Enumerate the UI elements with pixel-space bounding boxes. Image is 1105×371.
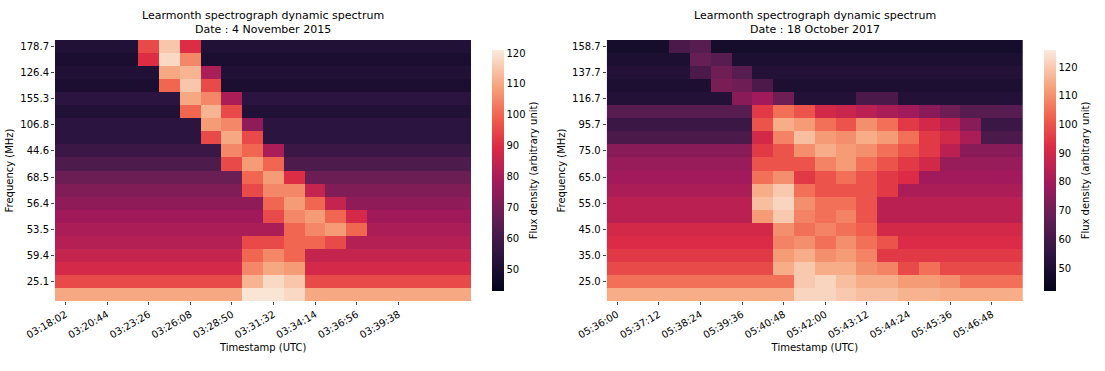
svg-text:03:34:14: 03:34:14 xyxy=(274,309,318,341)
svg-text:05:42:00: 05:42:00 xyxy=(784,309,828,341)
svg-text:03:23:26: 03:23:26 xyxy=(108,309,152,341)
svg-text:45.0: 45.0 xyxy=(578,224,600,235)
svg-text:Learmonth spectrograph dynamic: Learmonth spectrograph dynamic spectrumD… xyxy=(694,9,936,36)
svg-text:05:36:00: 05:36:00 xyxy=(576,309,620,341)
svg-text:90: 90 xyxy=(507,140,520,151)
svg-text:03:36:56: 03:36:56 xyxy=(316,309,360,341)
svg-text:70: 70 xyxy=(507,202,520,213)
svg-text:68.5: 68.5 xyxy=(27,172,49,183)
svg-text:Frequency (MHz): Frequency (MHz) xyxy=(4,128,15,212)
svg-text:155.3: 155.3 xyxy=(20,93,49,104)
svg-text:70: 70 xyxy=(1059,205,1072,216)
svg-text:55.0: 55.0 xyxy=(578,198,600,209)
svg-text:05:46:48: 05:46:48 xyxy=(951,309,995,341)
svg-text:178.7: 178.7 xyxy=(20,41,49,52)
svg-text:126.4: 126.4 xyxy=(20,67,49,78)
svg-text:120: 120 xyxy=(507,48,526,59)
svg-text:75.0: 75.0 xyxy=(578,145,600,156)
svg-text:100: 100 xyxy=(507,109,526,120)
svg-text:03:26:08: 03:26:08 xyxy=(149,309,193,341)
svg-text:56.4: 56.4 xyxy=(27,198,49,209)
svg-text:25.0: 25.0 xyxy=(578,276,600,287)
svg-text:Timestamp (UTC): Timestamp (UTC) xyxy=(771,342,859,353)
svg-text:Timestamp (UTC): Timestamp (UTC) xyxy=(219,342,307,353)
svg-text:05:45:36: 05:45:36 xyxy=(909,309,953,341)
svg-text:44.6: 44.6 xyxy=(27,145,49,156)
svg-text:05:39:36: 05:39:36 xyxy=(701,309,745,341)
svg-text:03:20:44: 03:20:44 xyxy=(66,309,110,341)
svg-text:59.4: 59.4 xyxy=(27,250,49,261)
svg-text:50: 50 xyxy=(507,264,520,275)
svg-text:110: 110 xyxy=(1059,90,1078,101)
svg-text:03:28:50: 03:28:50 xyxy=(191,309,235,341)
svg-text:Flux density (arbitrary unit): Flux density (arbitrary unit) xyxy=(1080,102,1091,240)
svg-text:90: 90 xyxy=(1059,148,1072,159)
svg-text:03:18:02: 03:18:02 xyxy=(25,309,69,341)
svg-text:25.1: 25.1 xyxy=(27,276,49,287)
svg-text:80: 80 xyxy=(1059,176,1072,187)
svg-text:120: 120 xyxy=(1059,62,1078,73)
svg-text:110: 110 xyxy=(507,78,526,89)
svg-text:116.7: 116.7 xyxy=(572,93,601,104)
svg-text:Frequency (MHz): Frequency (MHz) xyxy=(556,128,567,212)
svg-text:95.7: 95.7 xyxy=(578,119,600,130)
svg-text:05:38:24: 05:38:24 xyxy=(660,309,704,341)
svg-text:53.5: 53.5 xyxy=(27,224,49,235)
svg-text:05:43:12: 05:43:12 xyxy=(826,309,870,341)
svg-text:60: 60 xyxy=(1059,234,1072,245)
svg-text:35.0: 35.0 xyxy=(578,250,600,261)
svg-text:05:37:12: 05:37:12 xyxy=(618,309,662,341)
svg-text:03:39:38: 03:39:38 xyxy=(358,309,402,341)
svg-text:65.0: 65.0 xyxy=(578,172,600,183)
svg-text:Flux density (arbitrary unit): Flux density (arbitrary unit) xyxy=(528,102,539,240)
svg-text:05:40:48: 05:40:48 xyxy=(743,309,787,341)
svg-text:158.7: 158.7 xyxy=(572,41,601,52)
svg-text:60: 60 xyxy=(507,233,520,244)
svg-text:Learmonth spectrograph dynamic: Learmonth spectrograph dynamic spectrumD… xyxy=(142,9,384,36)
svg-text:100: 100 xyxy=(1059,119,1078,130)
svg-text:50: 50 xyxy=(1059,263,1072,274)
svg-text:80: 80 xyxy=(507,171,520,182)
svg-text:106.8: 106.8 xyxy=(20,119,49,130)
svg-text:03:31:32: 03:31:32 xyxy=(233,309,277,341)
svg-text:137.7: 137.7 xyxy=(572,67,601,78)
svg-text:05:44:24: 05:44:24 xyxy=(868,309,912,341)
